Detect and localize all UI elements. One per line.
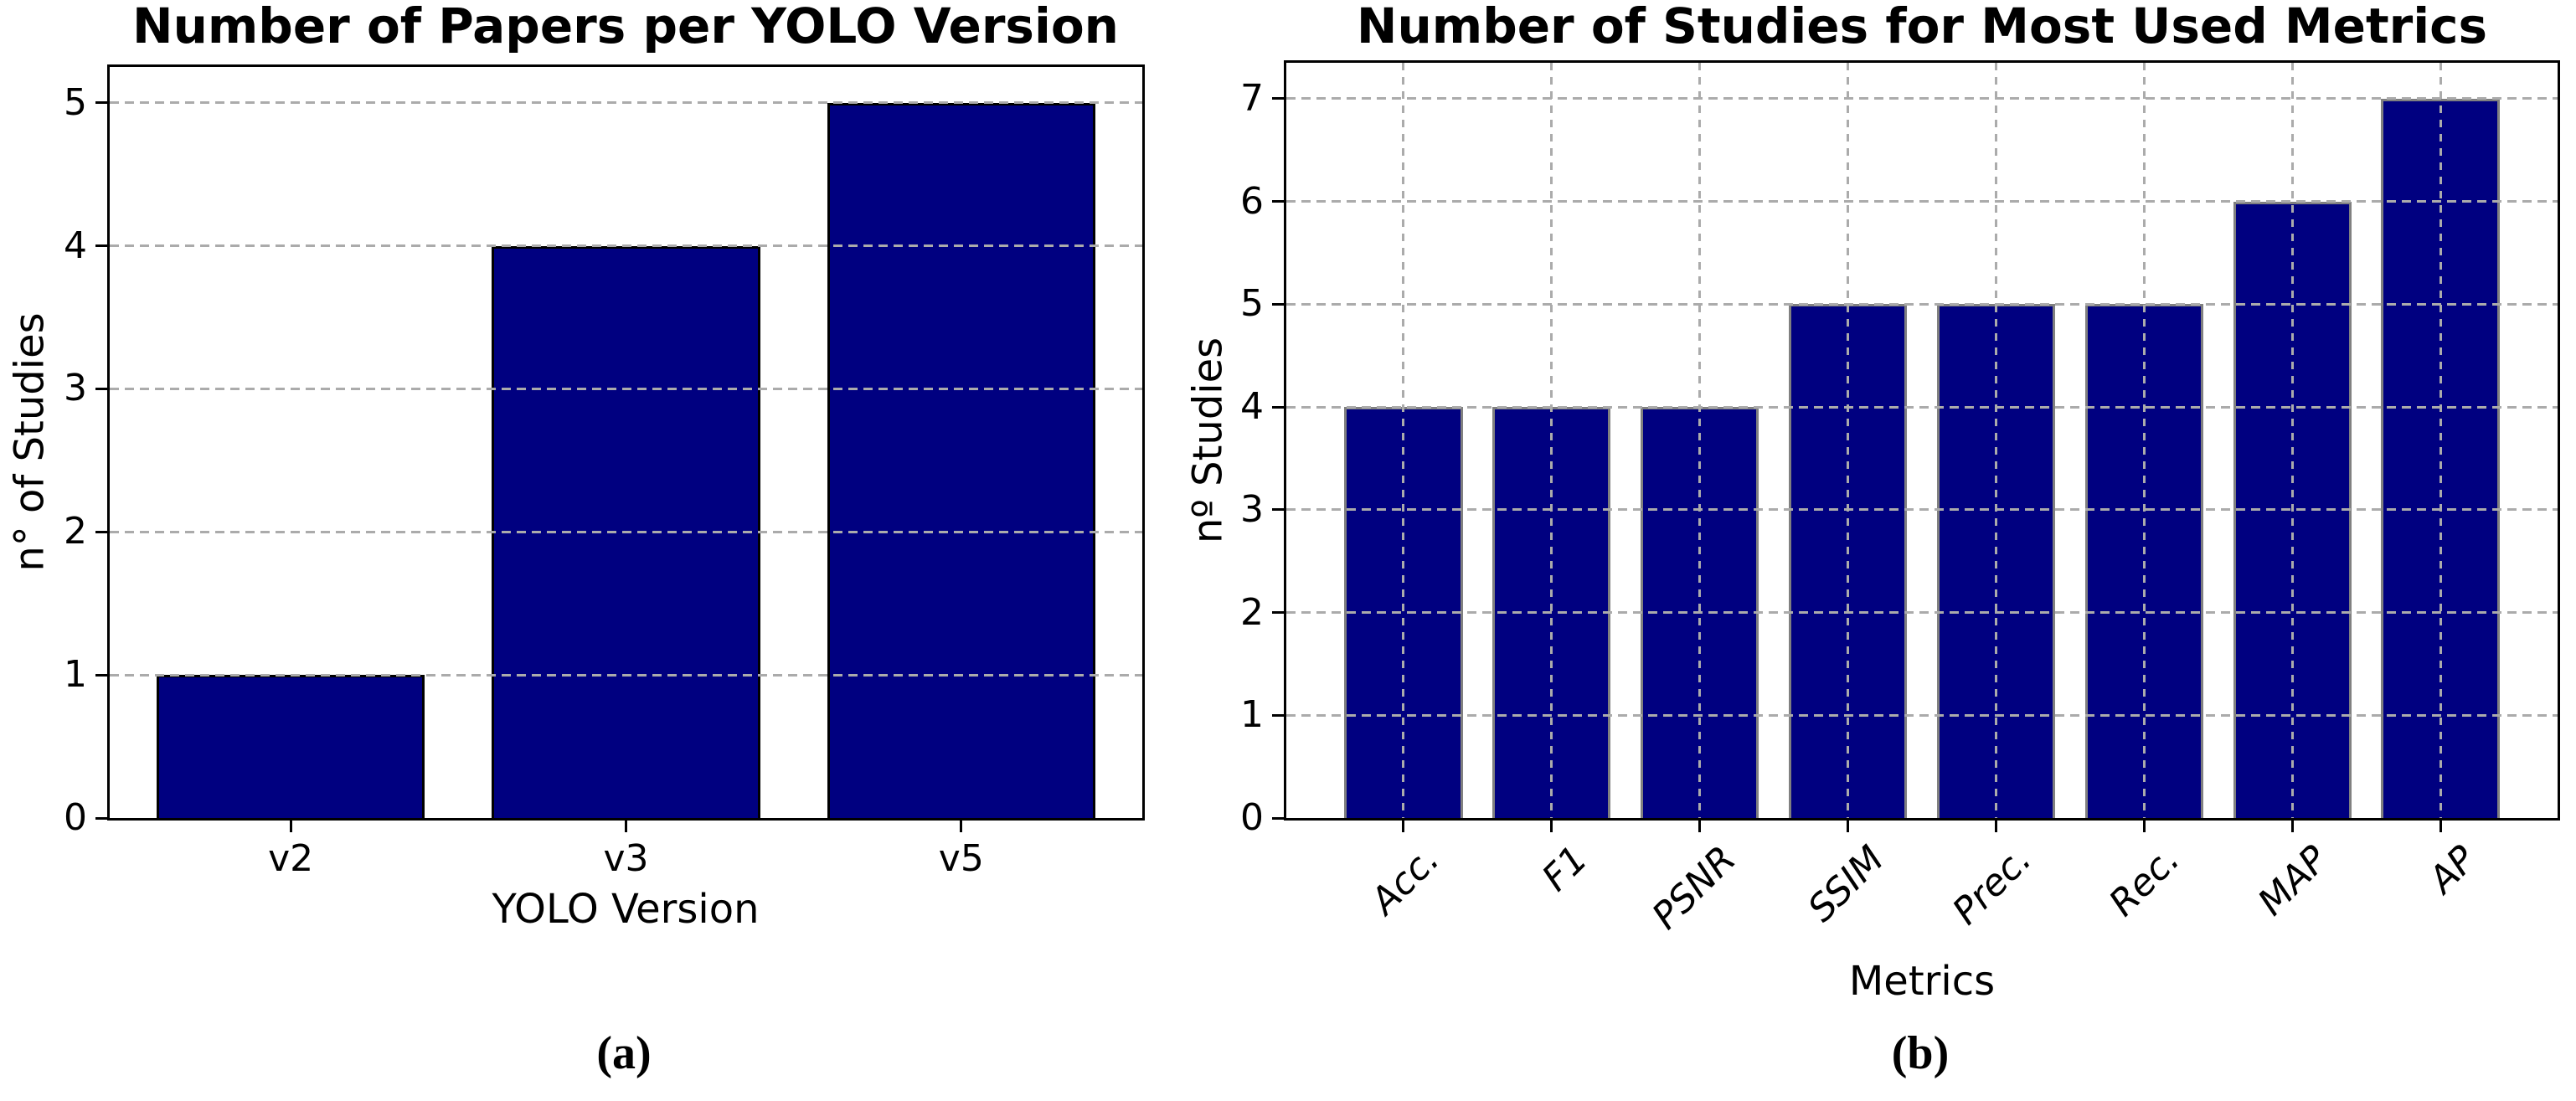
y-tick-label-0: 0 xyxy=(1240,796,1264,839)
y-tick-mark-3 xyxy=(95,387,107,390)
y-tick-mark-5 xyxy=(95,101,107,105)
chart-b-caption: (b) xyxy=(1891,1027,1950,1079)
chart-b-plot-area xyxy=(1284,60,2560,821)
chart-a-plot-area xyxy=(107,64,1145,821)
gridline-h-6 xyxy=(1286,200,2558,203)
gridline-h-1 xyxy=(110,673,1142,677)
y-tick-mark-4 xyxy=(1272,405,1284,409)
y-tick-label-4: 4 xyxy=(64,224,87,267)
chart-a-x-axis-label: YOLO Version xyxy=(492,886,760,933)
gridline-v-AP xyxy=(2439,63,2442,818)
gridline-v-MAP xyxy=(2290,63,2294,818)
y-tick-label-3: 3 xyxy=(1240,487,1264,531)
y-tick-label-7: 7 xyxy=(1240,76,1264,120)
gridline-v-Rec. xyxy=(2142,63,2146,818)
x-tick-mark-v5 xyxy=(960,821,963,832)
x-tick-mark-map xyxy=(2290,821,2294,832)
y-tick-label-3: 3 xyxy=(64,367,87,410)
gridline-h-4 xyxy=(110,244,1142,248)
gridline-v-Prec. xyxy=(1994,63,1997,818)
x-tick-mark-ap xyxy=(2439,821,2442,832)
y-tick-mark-7 xyxy=(1272,97,1284,100)
y-tick-mark-2 xyxy=(1272,611,1284,615)
x-tick-mark-rec xyxy=(2142,821,2146,832)
y-tick-mark-1 xyxy=(1272,713,1284,717)
y-tick-mark-6 xyxy=(1272,200,1284,203)
y-tick-label-4: 4 xyxy=(1240,385,1264,429)
y-tick-mark-4 xyxy=(95,244,107,248)
gridline-h-4 xyxy=(1286,405,2558,409)
y-tick-label-1: 1 xyxy=(1240,693,1264,737)
y-tick-mark-0 xyxy=(95,816,107,820)
gridline-v-SSIM xyxy=(1847,63,1850,818)
gridline-h-2 xyxy=(110,530,1142,533)
x-tick-label-v3: v3 xyxy=(603,837,649,880)
gridline-v-F1 xyxy=(1550,63,1553,818)
gridline-h-3 xyxy=(110,387,1142,390)
x-tick-mark-ssim xyxy=(1847,821,1850,832)
x-tick-mark-psnr xyxy=(1698,821,1702,832)
bar-v2 xyxy=(157,675,425,818)
gridline-v-Acc. xyxy=(1402,63,1405,818)
y-tick-label-1: 1 xyxy=(64,653,87,697)
y-tick-label-5: 5 xyxy=(64,80,87,124)
bar-v5 xyxy=(827,102,1095,818)
chart-a-title: Number of Papers per YOLO Version xyxy=(132,0,1119,54)
y-tick-label-2: 2 xyxy=(64,510,87,553)
gridline-h-1 xyxy=(1286,713,2558,717)
gridline-v-PSNR xyxy=(1698,63,1702,818)
x-tick-mark-v3 xyxy=(625,821,627,832)
x-tick-mark-prec xyxy=(1994,821,1997,832)
gridline-h-5 xyxy=(1286,302,2558,306)
x-tick-mark-f1 xyxy=(1550,821,1553,832)
gridline-h-5 xyxy=(110,101,1142,105)
gridline-h-3 xyxy=(1286,508,2558,512)
gridline-h-2 xyxy=(1286,611,2558,615)
chart-b-title: Number of Studies for Most Used Metrics xyxy=(1356,0,2488,54)
y-tick-mark-1 xyxy=(95,673,107,677)
chart-a-caption: (a) xyxy=(596,1027,652,1079)
chart-b-x-axis-label: Metrics xyxy=(1848,958,1996,1005)
x-tick-mark-acc xyxy=(1402,821,1405,832)
y-tick-mark-5 xyxy=(1272,302,1284,306)
y-tick-label-2: 2 xyxy=(1240,590,1264,634)
y-tick-mark-2 xyxy=(95,530,107,533)
y-tick-label-6: 6 xyxy=(1240,179,1264,223)
y-tick-mark-3 xyxy=(1272,508,1284,512)
y-tick-label-5: 5 xyxy=(1240,282,1264,326)
x-tick-mark-v2 xyxy=(289,821,292,832)
x-tick-label-v5: v5 xyxy=(938,837,984,880)
y-tick-mark-0 xyxy=(1272,816,1284,820)
gridline-h-7 xyxy=(1286,97,2558,100)
y-tick-label-0: 0 xyxy=(64,796,87,839)
x-tick-label-v2: v2 xyxy=(268,837,314,880)
